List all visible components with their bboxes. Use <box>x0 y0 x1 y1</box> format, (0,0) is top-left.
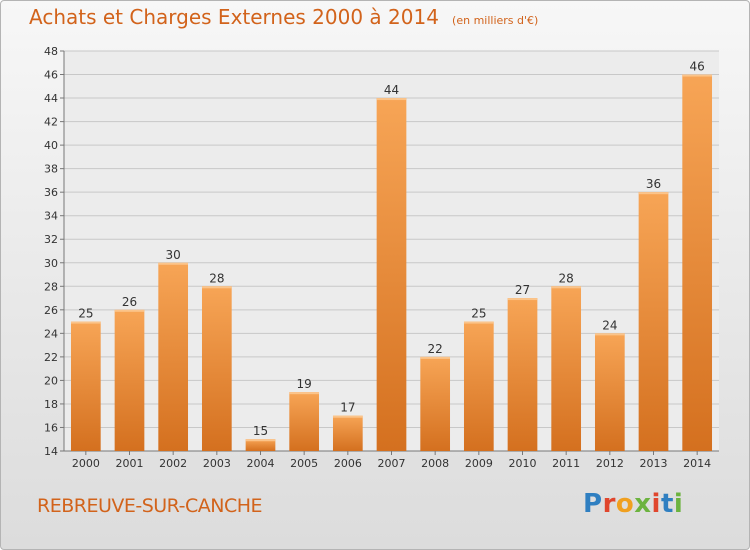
brand-letter: P <box>583 489 603 519</box>
bar-value-label: 46 <box>690 60 705 74</box>
brand-letter: t <box>660 489 674 519</box>
x-tick-label: 2006 <box>334 457 362 470</box>
x-tick-label: 2014 <box>683 457 711 470</box>
x-tick-label: 2011 <box>552 457 580 470</box>
x-tick-label: 2012 <box>596 457 624 470</box>
bar-value-label: 25 <box>78 307 93 321</box>
bar-value-label: 26 <box>122 295 137 309</box>
y-tick-label: 30 <box>44 257 58 270</box>
bar-highlight <box>376 98 407 101</box>
x-tick-label: 2008 <box>421 457 449 470</box>
y-tick-label: 14 <box>44 445 58 458</box>
x-tick-label: 2013 <box>640 457 668 470</box>
y-tick-label: 46 <box>44 69 58 82</box>
chart-title-block: Achats et Charges Externes 2000 à 2014 (… <box>29 5 538 29</box>
y-tick-label: 28 <box>44 280 58 293</box>
x-tick-label: 2009 <box>465 457 493 470</box>
y-tick-label: 38 <box>44 163 58 176</box>
bar-value-label: 17 <box>340 401 355 415</box>
bar-value-label: 44 <box>384 83 399 97</box>
brand-letter: i <box>673 489 684 519</box>
y-tick-label: 48 <box>44 45 58 58</box>
x-tick-label: 2004 <box>247 457 275 470</box>
y-tick-label: 22 <box>44 351 58 364</box>
bar-highlight <box>638 192 669 195</box>
y-tick-label: 16 <box>44 421 58 434</box>
bar-2003 <box>201 286 232 451</box>
brand-logo[interactable]: Proxiti <box>583 489 683 519</box>
bar-2009 <box>463 321 494 451</box>
brand-letter: x <box>634 489 652 519</box>
bar-2014 <box>682 74 713 451</box>
bar-value-label: 22 <box>428 342 443 356</box>
x-tick-label: 2010 <box>509 457 537 470</box>
bar-highlight <box>201 286 232 289</box>
bar-highlight <box>158 262 189 265</box>
y-tick-label: 32 <box>44 233 58 246</box>
y-tick-label: 40 <box>44 139 58 152</box>
bar-2007 <box>376 98 407 451</box>
bar-2013 <box>638 192 669 452</box>
y-tick-label: 26 <box>44 304 58 317</box>
x-tick-label: 2005 <box>290 457 318 470</box>
bar-value-label: 19 <box>297 377 312 391</box>
x-tick-label: 2003 <box>203 457 231 470</box>
bar-value-label: 36 <box>646 177 661 191</box>
x-tick-label: 2000 <box>72 457 100 470</box>
bar-highlight <box>289 392 320 395</box>
y-tick-label: 34 <box>44 210 58 223</box>
bar-highlight <box>463 321 494 324</box>
bar-value-label: 27 <box>515 283 530 297</box>
y-tick-label: 24 <box>44 327 58 340</box>
bar-highlight <box>420 356 451 359</box>
bar-2001 <box>114 309 145 451</box>
bar-highlight <box>245 439 276 442</box>
brand-letter: o <box>615 489 635 519</box>
bar-2005 <box>289 392 320 451</box>
x-tick-label: 2001 <box>116 457 144 470</box>
bar-highlight <box>507 298 538 301</box>
bar-2008 <box>420 356 451 451</box>
bar-highlight <box>682 74 713 77</box>
bar-highlight <box>70 321 101 324</box>
bar-2006 <box>332 415 363 451</box>
bar-value-label: 28 <box>559 271 574 285</box>
chart-subtitle: (en milliers d'€) <box>452 14 539 27</box>
bar-highlight <box>114 309 145 312</box>
bar-2012 <box>594 333 625 451</box>
brand-letter: i <box>651 489 661 519</box>
chart-title: Achats et Charges Externes 2000 à 2014 <box>29 5 439 29</box>
town-name: REBREUVE-SUR-CANCHE <box>37 495 263 517</box>
brand-letter: r <box>602 489 616 519</box>
bar-highlight <box>332 415 363 418</box>
bar-highlight <box>594 333 625 336</box>
bar-value-label: 15 <box>253 424 268 438</box>
x-tick-label: 2002 <box>159 457 187 470</box>
x-tick-label: 2007 <box>378 457 406 470</box>
y-tick-label: 36 <box>44 186 58 199</box>
y-tick-label: 44 <box>44 92 58 105</box>
bar-2011 <box>551 286 582 451</box>
y-tick-label: 20 <box>44 374 58 387</box>
y-tick-label: 18 <box>44 398 58 411</box>
bar-value-label: 25 <box>471 307 486 321</box>
bar-value-label: 28 <box>209 271 224 285</box>
bar-value-label: 24 <box>602 318 617 332</box>
bar-2000 <box>70 321 101 451</box>
bar-value-label: 30 <box>166 248 181 262</box>
bar-2010 <box>507 298 538 451</box>
y-tick-label: 42 <box>44 116 58 129</box>
bar-highlight <box>551 286 582 289</box>
bar-2004 <box>245 439 276 451</box>
bar-2002 <box>158 262 189 451</box>
